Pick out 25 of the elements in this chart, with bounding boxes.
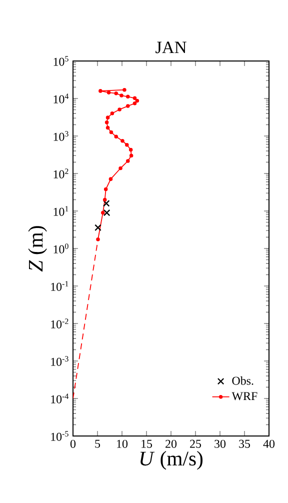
y-tick-label: 10$^{3}$ (54, 131, 68, 141)
x-tick-label: 35 (239, 440, 250, 448)
x-tick-label: 30 (214, 440, 226, 448)
y-tick-label: 10$^{-4}$ (51, 394, 69, 404)
x-tick-label: 20 (166, 440, 177, 448)
x-axis-title: U (m/s) (140, 451, 203, 470)
y-tick-label: 10$^{-5}$ (51, 431, 68, 441)
y-tick-label: 10$^{2}$ (54, 168, 68, 178)
chart-title: JAN (156, 42, 186, 54)
legend-label: WRF (232, 392, 258, 400)
x-tick-label: 0 (70, 440, 76, 448)
y-tick-label: 10$^{-2}$ (51, 318, 68, 328)
legend-label: Obs. (232, 376, 254, 385)
y-axis-title: Z (m) (28, 226, 47, 272)
y-tick-label: 10$^{-3}$ (51, 356, 68, 366)
y-tick-label: 10$^{0}$ (54, 244, 68, 254)
y-tick-label: 10$^{5}$ (54, 56, 68, 66)
x-tick-label: 15 (142, 440, 152, 448)
y-tick-label: 10$^{4}$ (54, 94, 69, 104)
y-tick-label: 10$^{1}$ (54, 206, 68, 216)
x-tick-label: 5 (95, 440, 100, 448)
x-tick-label: 25 (190, 440, 202, 448)
y-tick-label: 10$^{-1}$ (51, 281, 68, 291)
x-tick-label: 10 (117, 440, 128, 448)
x-tick-label: 40 (263, 440, 275, 448)
